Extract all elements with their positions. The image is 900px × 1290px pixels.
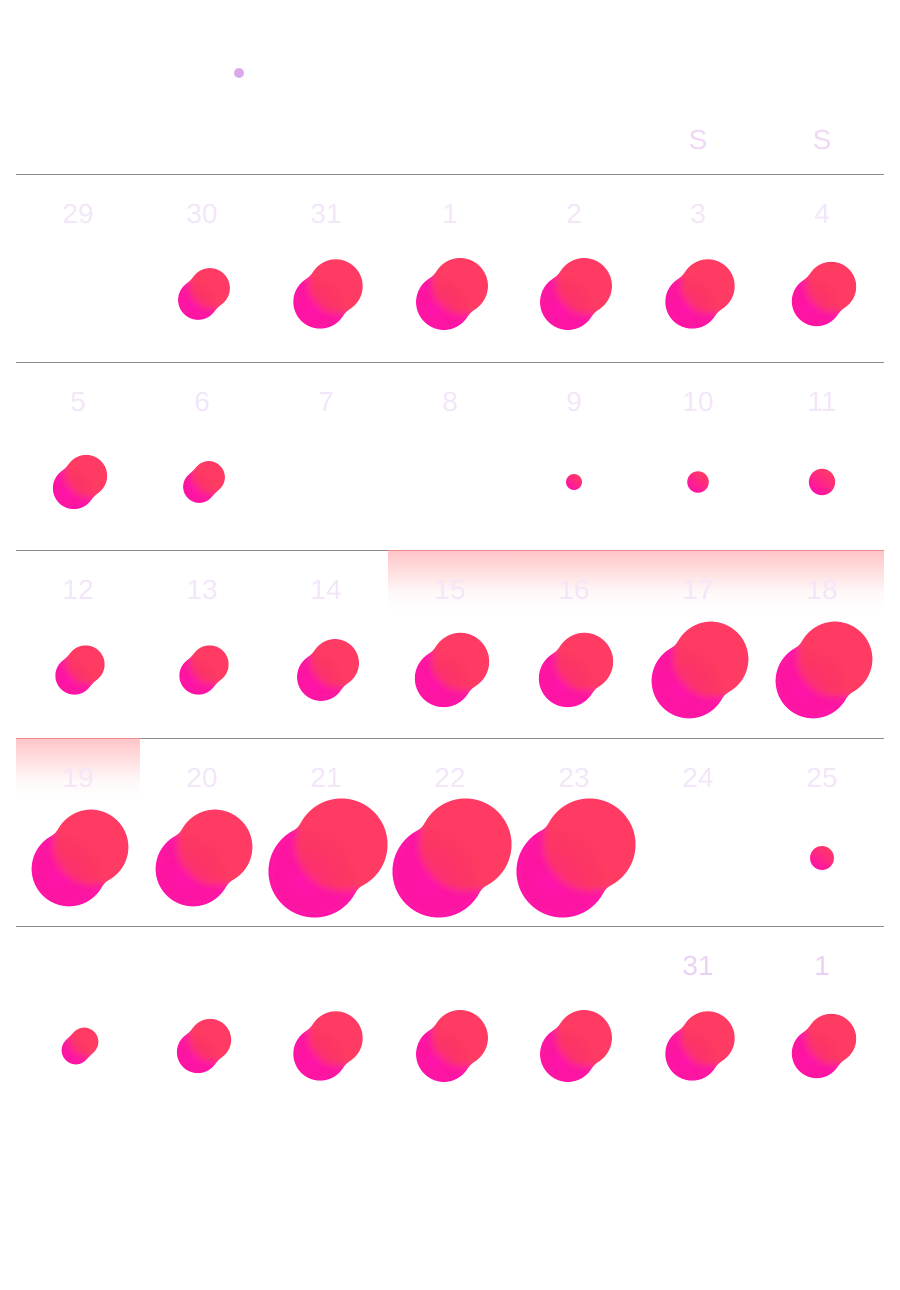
day-number: 20 <box>186 762 218 793</box>
day-number: 12 <box>62 574 94 605</box>
activity-blob <box>566 474 582 490</box>
day-number: 22 <box>434 762 466 793</box>
week-divider <box>16 926 884 927</box>
activity-blob <box>55 645 105 695</box>
day-number: 10 <box>682 386 714 417</box>
activity-blob <box>392 798 512 918</box>
day-number: 11 <box>807 386 837 417</box>
day-number: 29 <box>62 198 94 229</box>
day-number: 15 <box>434 574 466 605</box>
day-number: 17 <box>682 574 714 605</box>
day-number: 13 <box>186 574 218 605</box>
day-number: 14 <box>310 574 342 605</box>
activity-blob <box>179 645 229 695</box>
selection-dot-indicator <box>234 68 244 78</box>
day-number: 23 <box>558 762 590 793</box>
activity-blob <box>414 632 490 708</box>
activity-blob <box>416 1010 488 1082</box>
day-number: 18 <box>806 574 838 605</box>
day-number: 19 <box>62 762 94 793</box>
activity-blob <box>808 468 836 496</box>
activity-blob <box>791 1013 857 1079</box>
week-divider <box>16 738 884 739</box>
activity-blob <box>775 621 873 719</box>
activity-blob <box>176 1018 232 1074</box>
activity-blob <box>61 1027 99 1065</box>
day-number: 21 <box>310 762 342 793</box>
day-number: 7 <box>318 386 334 417</box>
day-number: 3 <box>690 198 706 229</box>
activity-blob <box>177 267 231 321</box>
activity-blob <box>293 259 363 329</box>
activity-blob <box>268 798 388 918</box>
activity-blob <box>182 460 226 504</box>
activity-blob <box>665 1011 735 1081</box>
day-number: 16 <box>558 574 590 605</box>
weekday-label: S <box>812 124 832 155</box>
week-highlight-band <box>388 550 884 611</box>
weekday-label: S <box>688 124 708 155</box>
week-divider <box>16 362 884 363</box>
activity-blob <box>416 258 488 330</box>
activity-blob <box>516 798 636 918</box>
day-number: 6 <box>194 386 210 417</box>
day-number: 2 <box>566 198 582 229</box>
activity-blob <box>665 259 735 329</box>
day-number: 1 <box>814 950 830 981</box>
day-number: 31 <box>310 198 342 229</box>
activity-blob <box>31 809 129 907</box>
day-number: 30 <box>186 198 218 229</box>
activity-blob <box>293 1011 363 1081</box>
activity-blob <box>540 1010 612 1082</box>
day-number: 31 <box>682 950 714 981</box>
week-highlight-band <box>16 738 140 799</box>
activity-blob <box>52 454 108 510</box>
activity-blob <box>540 258 612 330</box>
day-number: 24 <box>682 762 714 793</box>
activity-blob <box>810 846 834 870</box>
activity-blob <box>297 639 359 701</box>
activity-blob <box>791 261 857 327</box>
day-number: 8 <box>442 386 458 417</box>
day-number: 1 <box>442 198 458 229</box>
day-number: 25 <box>806 762 838 793</box>
day-number: 4 <box>814 198 830 229</box>
activity-blob <box>538 632 614 708</box>
day-number: 5 <box>70 386 86 417</box>
week-divider <box>16 174 884 175</box>
activity-blob <box>687 471 709 493</box>
activity-blob <box>155 809 253 907</box>
day-number: 9 <box>566 386 582 417</box>
activity-blob <box>651 621 749 719</box>
